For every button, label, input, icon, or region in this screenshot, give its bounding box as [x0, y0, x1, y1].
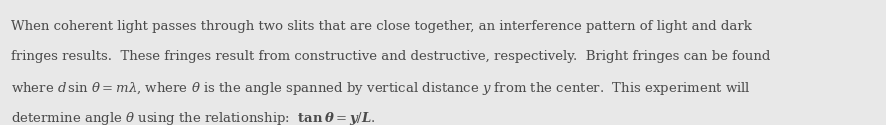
Text: fringes results.  These fringes result from constructive and destructive, respec: fringes results. These fringes result fr… [11, 50, 770, 63]
Text: where $d\,\sin\,\theta = m\lambda$, where $\theta$ is the angle spanned by verti: where $d\,\sin\,\theta = m\lambda$, wher… [11, 80, 750, 97]
Text: When coherent light passes through two slits that are close together, an interfe: When coherent light passes through two s… [11, 20, 751, 33]
Text: determine angle $\theta$ using the relationship:  $\mathbf{tan}\,\boldsymbol{\th: determine angle $\theta$ using the relat… [11, 110, 375, 125]
